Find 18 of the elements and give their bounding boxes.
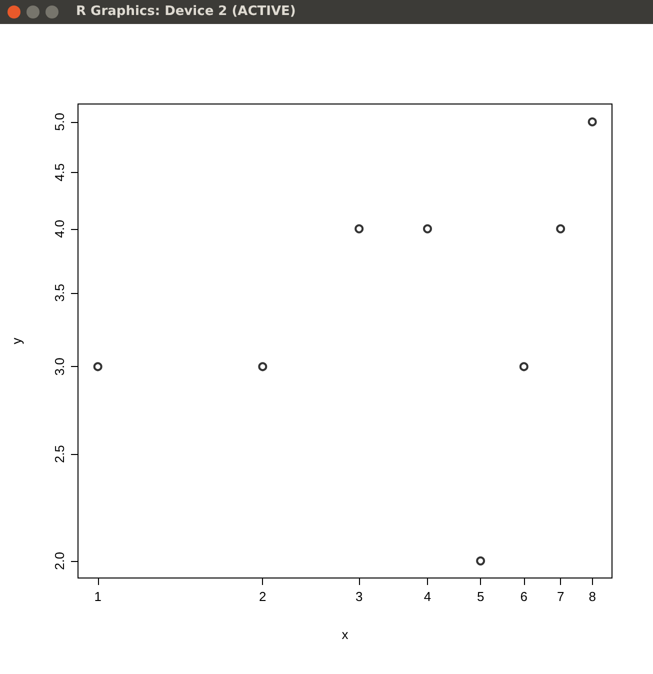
x-tick-label: 5 (476, 589, 484, 604)
y-tick-label: 4.5 (52, 163, 67, 182)
x-tick-label: 4 (424, 589, 432, 604)
y-tick-label: 3.5 (52, 284, 67, 302)
y-tick-label: 2.5 (52, 444, 67, 464)
x-tick-label: 7 (556, 589, 564, 604)
y-axis-title: y (9, 337, 24, 344)
y-tick-label: 5.0 (52, 112, 67, 131)
text: R Graphics: Device 2 (ACTIVE) (76, 3, 296, 21)
x-tick-label: 8 (588, 589, 596, 604)
y-tick-label: 2.0 (52, 552, 67, 570)
x-tick-label: 3 (355, 589, 363, 604)
y-tick-label: 4.0 (52, 220, 67, 238)
y-tick-label: 3.0 (52, 358, 67, 376)
x-tick-label: 2 (259, 589, 266, 604)
x-tick-label: 1 (94, 589, 102, 604)
x-tick-label: 6 (520, 589, 528, 604)
x-axis-title: x (342, 627, 349, 642)
